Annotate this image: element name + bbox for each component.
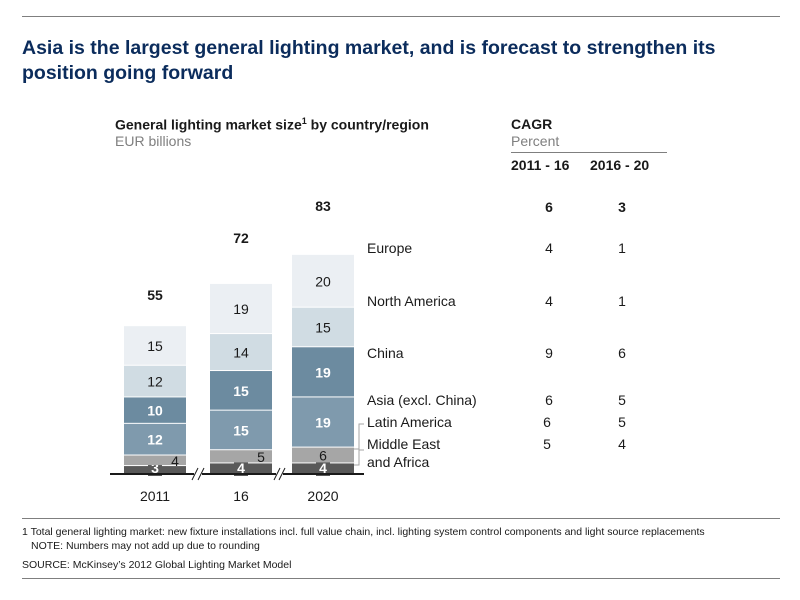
x-tick-label: 2011 [140, 488, 170, 504]
bar-value-label: 4 [171, 453, 179, 469]
bar-segment [124, 326, 186, 365]
bar-value-label: 19 [315, 364, 331, 380]
legend-label: China [367, 345, 404, 361]
bar-segment [124, 455, 186, 466]
x-tick-label: 2020 [307, 488, 338, 504]
bar-segment [124, 365, 186, 397]
cagr-value: 6 [543, 414, 551, 430]
bar-segment [292, 347, 354, 397]
footnote-1: 1 Total general lighting market: new fix… [22, 526, 705, 538]
chart-title-text: General lighting market size [115, 116, 302, 133]
bottom-rule [22, 578, 780, 579]
bar-label-box [234, 460, 248, 476]
bar-segment [210, 410, 272, 450]
bar-total-label: 72 [233, 230, 249, 246]
footnote-marker: 1 [301, 116, 307, 126]
bar-value-label: 15 [233, 383, 249, 399]
bar-total-label: 55 [147, 287, 163, 303]
bar-value-label: 4 [237, 460, 245, 476]
top-rule [22, 16, 780, 17]
bar-segment [292, 254, 354, 307]
bar-value-label: 15 [315, 319, 331, 335]
cagr-divider [511, 152, 667, 153]
cagr-col1-header: 2011 - 16 [511, 157, 570, 173]
bar-value-label: 6 [319, 448, 327, 464]
legend-label: Latin America [367, 414, 452, 430]
bar-value-label: 15 [233, 422, 249, 438]
cagr-total: 6 [545, 199, 553, 215]
bar-segment [124, 423, 186, 455]
cagr-value: 5 [618, 392, 626, 408]
bar-value-label: 14 [233, 345, 249, 361]
cagr-total: 3 [618, 199, 626, 215]
bar-segment [210, 371, 272, 410]
cagr-col2-header: 2016 - 20 [590, 157, 650, 173]
cagr-value: 4 [618, 436, 626, 452]
bar-value-label: 19 [233, 301, 249, 317]
cagr-value: 5 [618, 414, 626, 430]
footnote-rule [22, 518, 780, 519]
x-tick-label: 16 [233, 488, 249, 504]
bar-segment [210, 334, 272, 371]
bar-segment [292, 397, 354, 447]
axis-break-mark [278, 467, 286, 481]
page-title: Asia is the largest general lighting mar… [22, 37, 716, 84]
chart-title: General lighting market size1 by country… [115, 116, 429, 133]
bar-value-label: 10 [147, 403, 163, 419]
legend-label: Middle East [367, 436, 440, 452]
bar-segment [292, 447, 354, 463]
bar-segment [124, 397, 186, 423]
bar-segment [210, 450, 272, 463]
bar-total-label: 83 [315, 198, 331, 214]
cagr-value: 6 [618, 345, 626, 361]
legend-label: Asia (excl. China) [367, 392, 477, 408]
cagr-unit: Percent [511, 133, 560, 149]
leader-line-middle-east [354, 449, 364, 466]
bar-value-label: 5 [257, 449, 265, 465]
axis-break-mark [191, 467, 199, 481]
source-note: SOURCE: McKinsey’s 2012 Global Lighting … [22, 559, 292, 571]
axis-break-mark [273, 467, 281, 481]
cagr-value: 9 [545, 345, 553, 361]
legend-label: North America [367, 293, 456, 309]
legend-label: and Africa [367, 454, 429, 470]
cagr-value: 4 [545, 240, 553, 256]
bar-value-label: 19 [315, 415, 331, 431]
chart-unit: EUR billions [115, 133, 192, 149]
chart-title-tail: by country/region [306, 116, 429, 133]
axis-break-mark [197, 467, 205, 481]
cagr-value: 5 [543, 436, 551, 452]
leader-line-latin-america [354, 423, 364, 450]
cagr-title: CAGR [511, 116, 553, 132]
legend-label: Europe [367, 240, 412, 256]
cagr-value: 1 [618, 240, 626, 256]
bar-value-label: 12 [147, 432, 163, 448]
bar-value-label: 12 [147, 374, 163, 390]
axis-break-gap [194, 466, 202, 480]
cagr-value: 1 [618, 293, 626, 309]
bar-value-label: 3 [151, 460, 159, 476]
bar-value-label: 20 [315, 273, 331, 289]
bar-segment [210, 283, 272, 334]
cagr-value: 6 [545, 392, 553, 408]
bar-segment [292, 307, 354, 347]
cagr-value: 4 [545, 293, 553, 309]
footnote-note: NOTE: Numbers may not add up due to roun… [31, 540, 260, 552]
bar-value-label: 15 [147, 338, 163, 354]
bar-label-box [316, 460, 330, 476]
bar-value-label: 4 [319, 460, 327, 476]
axis-break-gap [276, 466, 283, 480]
